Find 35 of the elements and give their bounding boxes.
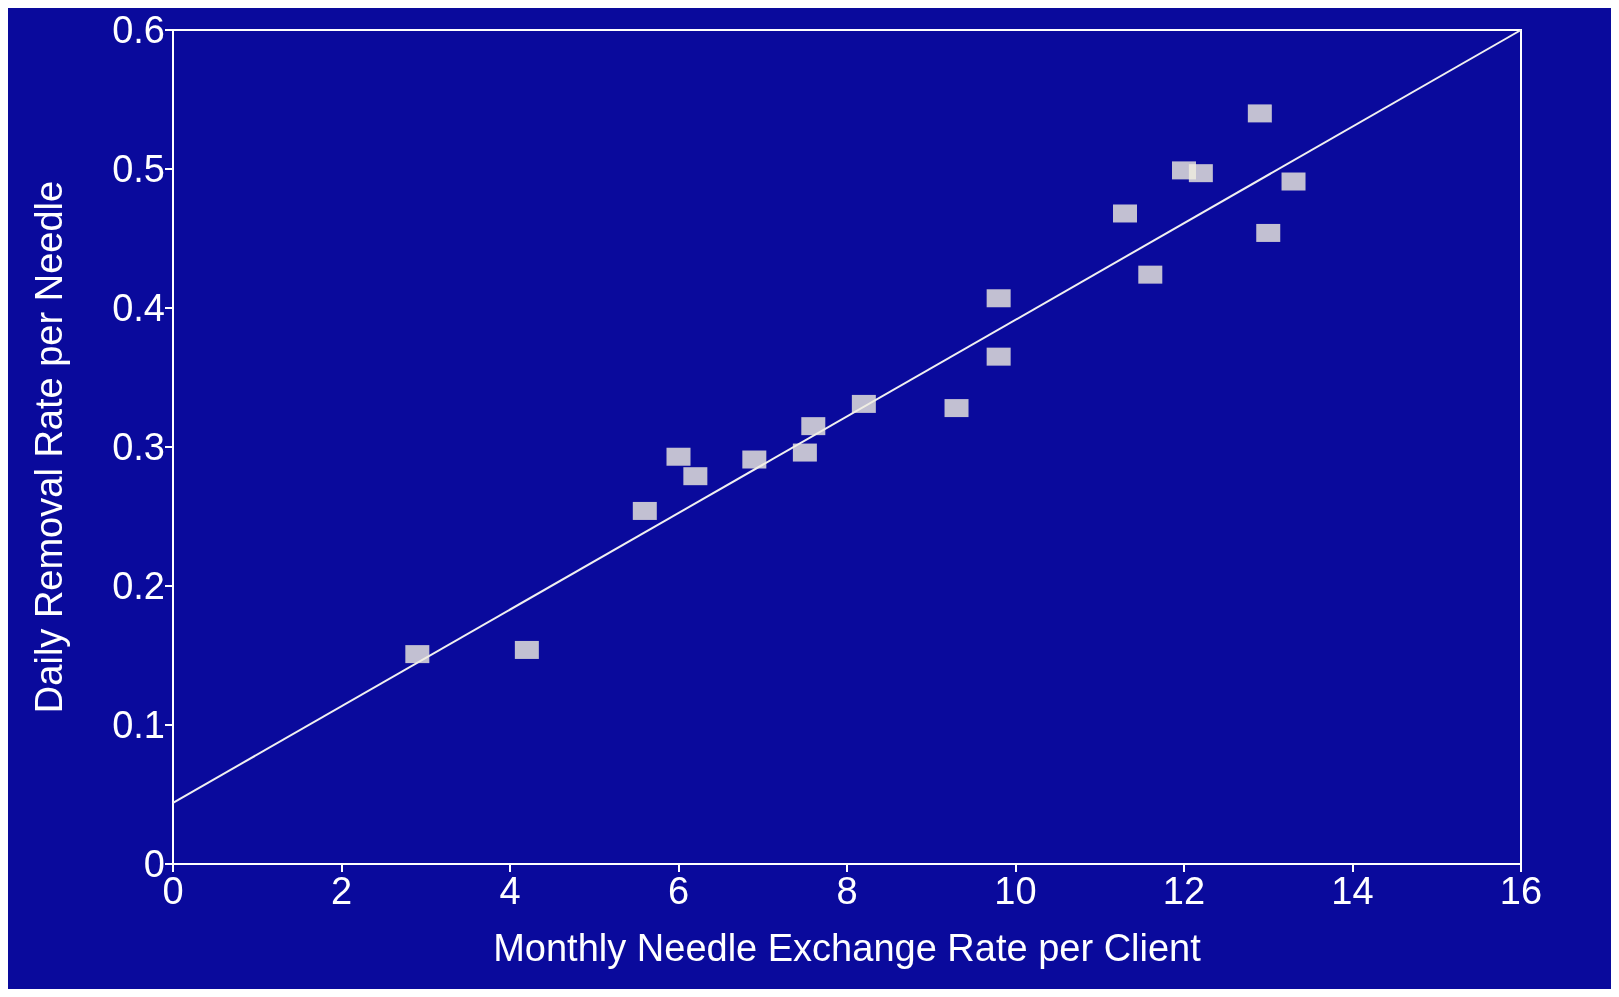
x-tick-label: 16 [1499,870,1543,912]
point [801,417,826,436]
point [986,347,1011,366]
x-axis-title: Monthly Needle Exchange Rate per Client [493,927,1202,969]
y-tick-label: 0.4 [112,287,165,329]
point [1256,223,1281,242]
y-tick-label: 0.5 [112,148,165,190]
point [1247,104,1272,123]
point [1113,204,1138,223]
x-tick-label: 8 [836,870,858,912]
point [944,399,969,418]
y-tick-label: 0.2 [112,565,165,607]
point [851,394,876,413]
x-tick-label: 2 [330,870,353,912]
point [792,443,817,462]
point [1281,172,1306,191]
x-tick-label: 10 [994,870,1037,912]
point [632,501,657,520]
y-axis-title: Daily Removal Rate per Needle [28,180,70,714]
x-tick-label: 6 [667,870,690,912]
y-tick-label: 0.3 [112,426,165,468]
x-tick-label: 14 [1331,870,1374,912]
point [514,640,539,659]
point [405,645,430,664]
y-tick-label: 0.1 [112,704,165,746]
point [742,450,767,469]
x-tick-label: 4 [499,870,521,912]
y-tick-label: 0 [143,843,165,885]
y-tick-label: 0.6 [112,9,165,51]
point [666,447,691,466]
point [986,289,1011,308]
x-tick-label: 12 [1162,870,1206,912]
point [683,467,708,486]
point [1188,164,1213,183]
point [1138,265,1163,284]
